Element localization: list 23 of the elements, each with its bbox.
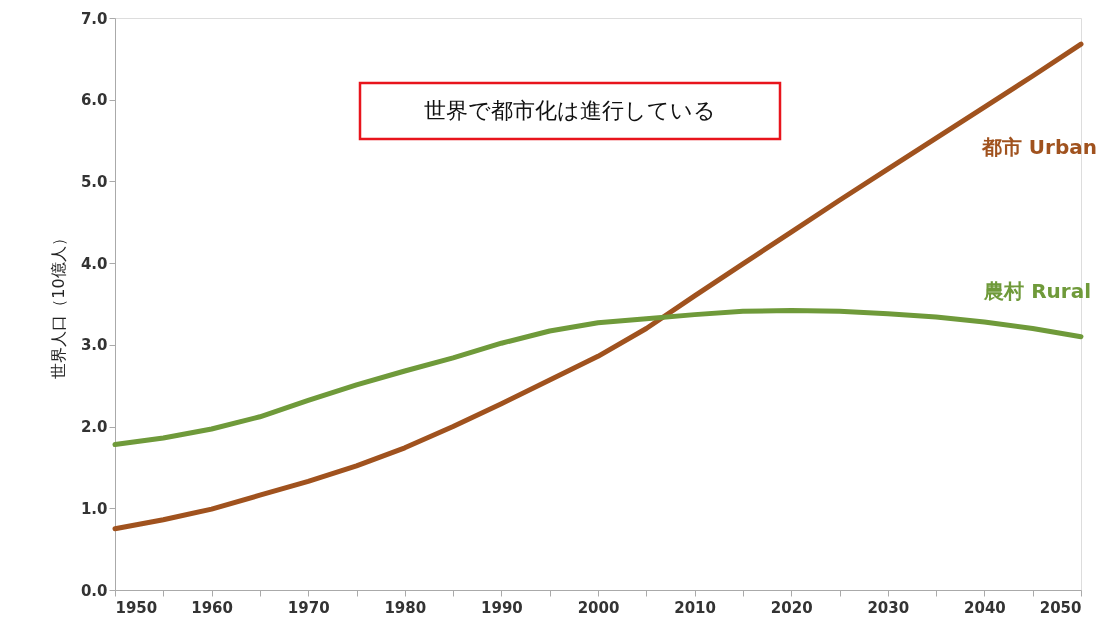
y-tick-label: 4.0 <box>80 254 108 273</box>
y-tick-label: 7.0 <box>80 9 108 28</box>
x-tick-label: 2000 <box>577 598 620 617</box>
y-tick-label: 2.0 <box>80 418 108 437</box>
x-tick-label: 2030 <box>867 598 910 617</box>
x-tick-label: 1990 <box>481 598 523 617</box>
x-tick-label: 1960 <box>191 598 233 617</box>
x-tick-label: 1980 <box>384 598 427 617</box>
y-tick-label: 5.0 <box>80 172 108 191</box>
y-tick-label: 6.0 <box>80 91 108 110</box>
annotation: 世界で都市化は進行している <box>424 98 716 123</box>
y-axis-title: 世界人口（10億人） <box>48 230 68 379</box>
y-tick-label: 3.0 <box>80 336 108 355</box>
y-tick-label: 0.0 <box>80 581 108 600</box>
y-tick-label: 1.0 <box>80 499 108 518</box>
x-tick-label: 2020 <box>770 598 813 617</box>
x-tick-label: 2010 <box>674 598 716 617</box>
x-tick-label: 1950 <box>115 598 158 617</box>
x-tick-label: 1970 <box>287 598 330 617</box>
x-tick-label: 2050 <box>1039 598 1082 617</box>
series-label: 農村 Rural <box>983 278 1091 303</box>
x-tick-label: 2040 <box>964 598 1006 617</box>
series-label: 都市 Urban <box>980 135 1097 160</box>
